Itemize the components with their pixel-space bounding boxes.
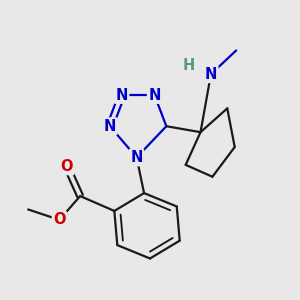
Text: N: N — [205, 67, 217, 82]
Text: N: N — [130, 150, 143, 165]
Text: O: O — [53, 212, 66, 227]
Text: H: H — [182, 58, 195, 73]
Text: N: N — [148, 88, 160, 103]
Text: N: N — [116, 88, 128, 103]
Text: N: N — [104, 119, 116, 134]
Text: O: O — [61, 159, 73, 174]
